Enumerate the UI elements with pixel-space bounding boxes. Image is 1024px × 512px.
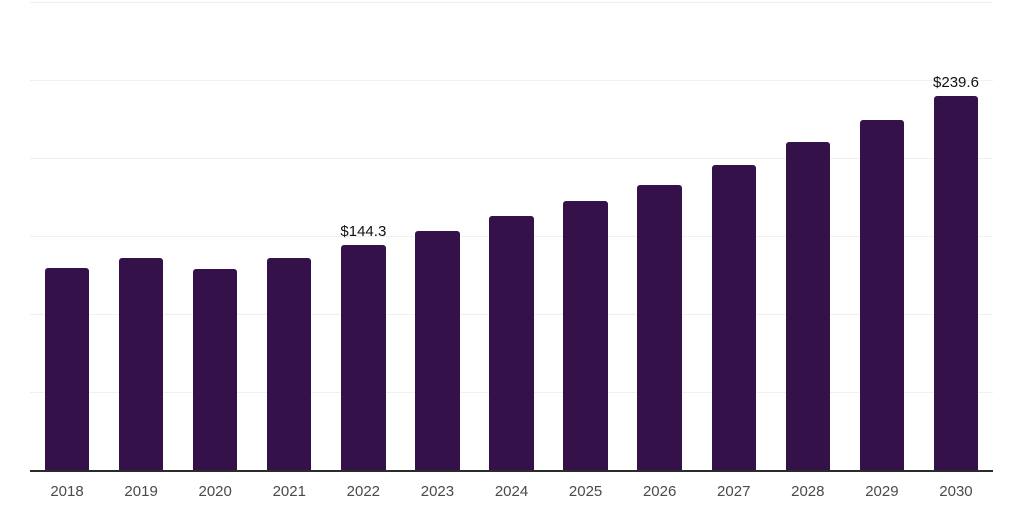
x-tick-label: 2021 bbox=[272, 483, 306, 500]
x-tick-label: 2029 bbox=[865, 483, 899, 500]
bar-2023 bbox=[415, 231, 460, 470]
x-tick-label: 2019 bbox=[124, 483, 158, 500]
x-tick-label: 2026 bbox=[642, 483, 677, 500]
x-tick-label: 2027 bbox=[717, 483, 751, 500]
bar-2026 bbox=[637, 184, 682, 470]
bar-band bbox=[400, 2, 474, 470]
x-tick-label: 2022 bbox=[346, 483, 381, 500]
bar-band: $239.6 bbox=[919, 2, 993, 470]
x-tick-label: 2028 bbox=[791, 483, 825, 500]
bar-band bbox=[252, 2, 326, 470]
bar-band bbox=[104, 2, 178, 470]
x-tick-label: 2020 bbox=[198, 483, 232, 500]
bar-2022 bbox=[341, 244, 386, 470]
bar-band bbox=[30, 2, 104, 470]
bar-band bbox=[771, 2, 845, 470]
x-tick-label: 2025 bbox=[568, 483, 603, 500]
bar-band bbox=[178, 2, 252, 470]
bar-2030 bbox=[933, 96, 979, 470]
bar-2029 bbox=[859, 119, 905, 470]
bars: $144.3 $239.6 bbox=[30, 2, 993, 470]
bar-2021 bbox=[267, 257, 312, 470]
bar-2019 bbox=[118, 257, 164, 470]
x-tick-label: 2024 bbox=[494, 483, 529, 500]
bar-2018 bbox=[44, 267, 90, 470]
bar-band: $144.3 bbox=[326, 2, 400, 470]
bar-2027 bbox=[711, 165, 756, 470]
x-ticks: 2018 2019 2020 2021 2022 2023 2024 2025 2026 2027… bbox=[30, 483, 993, 500]
bar-2028 bbox=[785, 141, 831, 470]
bar-2025 bbox=[563, 200, 608, 470]
gridline bbox=[30, 2, 993, 3]
plot-area: $144.3 $239.6 bbox=[30, 2, 993, 472]
x-tick-label: 2023 bbox=[420, 483, 455, 500]
x-tick-label: 2018 bbox=[50, 483, 84, 500]
bar-band bbox=[549, 2, 623, 470]
x-tick-label: 2030 bbox=[939, 483, 973, 500]
gridline bbox=[30, 79, 993, 81]
bar-2024 bbox=[489, 215, 534, 470]
bar-band bbox=[697, 2, 771, 470]
bar-band bbox=[474, 2, 548, 470]
bar-band bbox=[845, 2, 919, 470]
bar-2020 bbox=[192, 268, 238, 470]
bar-value-label: $144.3 bbox=[340, 222, 387, 240]
gridline bbox=[30, 157, 993, 159]
bar-band bbox=[623, 2, 697, 470]
bar-value-label: $239.6 bbox=[933, 74, 979, 92]
